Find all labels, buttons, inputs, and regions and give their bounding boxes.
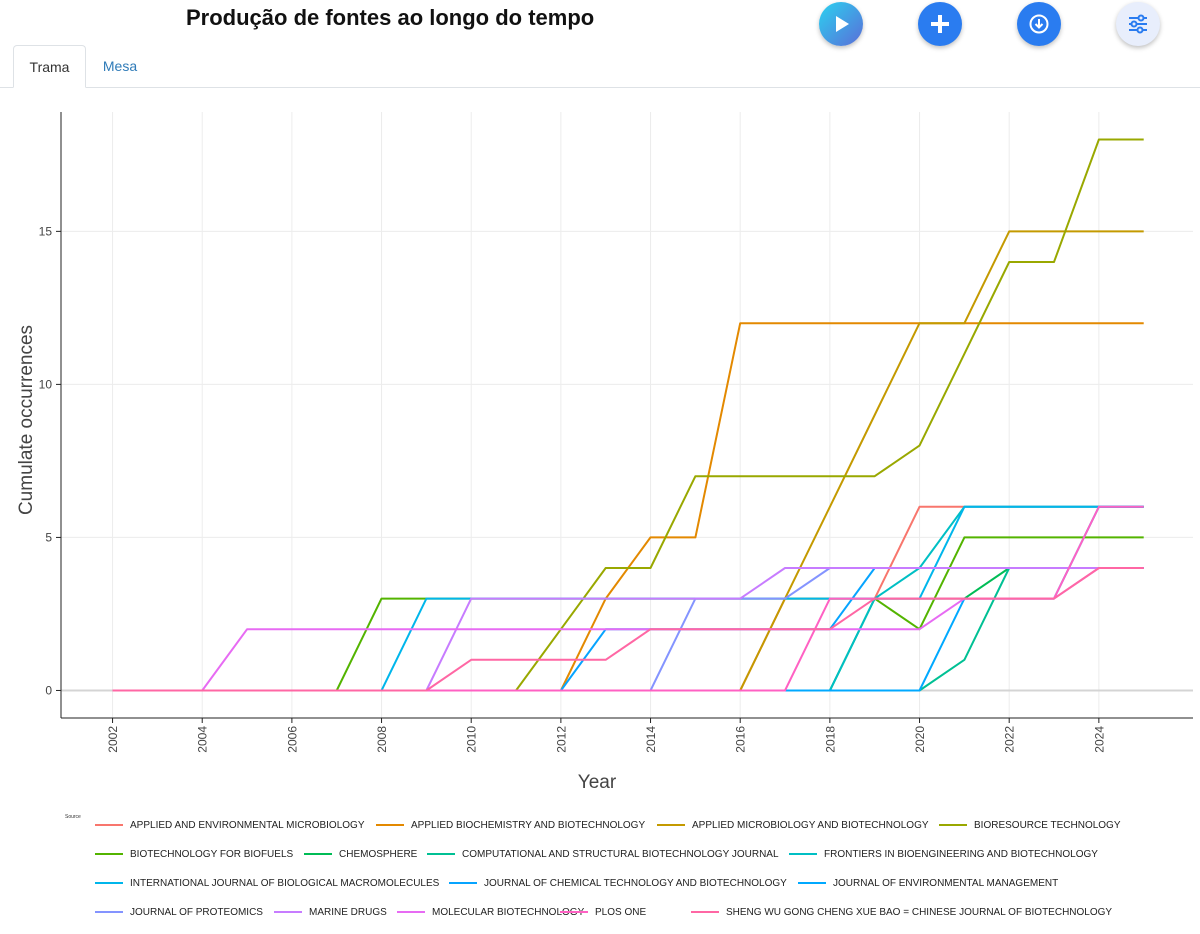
legend-item[interactable]: BIORESOURCE TECHNOLOGY [939,818,1121,832]
series-line-16 [112,567,1144,692]
legend-swatch [427,853,455,855]
legend-swatch [939,824,967,826]
line-chart: 2002 2004 2006 2008 2010 2012 2014 2016 2018 2020… [16,112,1193,793]
legend-label: JOURNAL OF ENVIRONMENTAL MANAGEMENT [833,877,1059,889]
legend-label: JOURNAL OF CHEMICAL TECHNOLOGY AND BIOTE… [484,877,787,889]
x-axis-title: Year [578,772,617,793]
y-tick-label: 10 [39,377,53,391]
legend: Source APPLIED AND ENVIRONMENTAL MICROBI… [0,810,1200,934]
x-tick-label: 2002 [106,726,120,753]
legend-swatch [789,853,817,855]
legend-item[interactable]: FRONTIERS IN BIOENGINEERING AND BIOTECHN… [789,847,1098,861]
tab-trama[interactable]: Trama [13,45,86,88]
legend-item[interactable]: APPLIED AND ENVIRONMENTAL MICROBIOLOGY [95,818,365,832]
legend-item[interactable]: CHEMOSPHERE [304,847,417,861]
legend-item[interactable]: JOURNAL OF CHEMICAL TECHNOLOGY AND BIOTE… [449,876,787,890]
legend-label: COMPUTATIONAL AND STRUCTURAL BIOTECHNOLO… [462,848,779,860]
legend-label: FRONTIERS IN BIOENGINEERING AND BIOTECHN… [824,848,1098,860]
legend-swatch [95,911,123,913]
settings-button[interactable] [1116,2,1160,46]
download-icon [1029,14,1049,34]
legend-item[interactable]: COMPUTATIONAL AND STRUCTURAL BIOTECHNOLO… [427,847,779,861]
y-tick-label: 5 [45,530,52,544]
legend-swatch [560,911,588,913]
plus-icon [931,15,949,33]
series-line-3 [112,230,1144,692]
legend-item[interactable]: APPLIED MICROBIOLOGY AND BIOTECHNOLOGY [657,818,929,832]
y-tick-label: 0 [45,683,52,697]
legend-swatch [397,911,425,913]
legend-item[interactable]: BIOTECHNOLOGY FOR BIOFUELS [95,847,293,861]
legend-label: CHEMOSPHERE [339,848,418,860]
legend-swatch [691,911,719,913]
x-tick-label: 2024 [1092,726,1106,753]
x-tick-label: 2008 [375,726,389,753]
legend-item[interactable]: JOURNAL OF ENVIRONMENTAL MANAGEMENT [798,876,1058,890]
legend-item[interactable]: INTERNATIONAL JOURNAL OF BIOLOGICAL MACR… [95,876,439,890]
legend-title: Source [65,814,81,820]
legend-item[interactable]: MARINE DRUGS [274,905,387,919]
x-tick-label: 2020 [913,726,927,753]
legend-item[interactable]: PLOS ONE [560,905,646,919]
tab-bar: Trama Mesa [0,45,1200,88]
legend-item[interactable]: SHENG WU GONG CHENG XUE BAO = CHINESE JO… [691,905,1112,919]
add-button[interactable] [918,2,962,46]
legend-swatch [274,911,302,913]
x-tick-label: 2012 [554,726,568,753]
legend-swatch [304,853,332,855]
y-axis-title: Cumulate occurrences [16,325,37,515]
x-tick-label: 2006 [285,726,299,753]
legend-label: APPLIED BIOCHEMISTRY AND BIOTECHNOLOGY [411,819,646,831]
play-button[interactable] [819,2,863,46]
x-tick-label: 2016 [734,726,748,753]
legend-item[interactable]: APPLIED BIOCHEMISTRY AND BIOTECHNOLOGY [376,818,645,832]
y-tick-label: 15 [39,224,53,238]
series-line-5 [112,536,1144,692]
legend-label: JOURNAL OF PROTEOMICS [130,906,263,918]
x-tick-label: 2018 [823,726,837,753]
legend-swatch [95,824,123,826]
legend-item[interactable]: MOLECULAR BIOTECHNOLOGY [397,905,584,919]
legend-swatch [798,882,826,884]
sliders-icon [1129,14,1147,34]
play-icon [836,16,849,32]
legend-swatch [449,882,477,884]
legend-swatch [95,882,123,884]
legend-swatch [95,853,123,855]
x-tick-label: 2010 [465,726,479,753]
download-button[interactable] [1017,2,1061,46]
legend-label: BIORESOURCE TECHNOLOGY [974,819,1121,831]
legend-label: APPLIED MICROBIOLOGY AND BIOTECHNOLOGY [692,819,929,831]
legend-label: APPLIED AND ENVIRONMENTAL MICROBIOLOGY [130,819,365,831]
legend-label: INTERNATIONAL JOURNAL OF BIOLOGICAL MACR… [130,877,440,889]
legend-label: MARINE DRUGS [309,906,387,918]
legend-label: PLOS ONE [595,906,647,918]
x-tick-label: 2022 [1003,726,1017,753]
legend-label: BIOTECHNOLOGY FOR BIOFUELS [130,848,294,860]
x-tick-label: 2004 [196,726,210,753]
legend-label: SHENG WU GONG CHENG XUE BAO = CHINESE JO… [726,906,1113,918]
series-line-14 [112,567,1144,692]
legend-label: MOLECULAR BIOTECHNOLOGY [432,906,585,918]
legend-swatch [657,824,685,826]
legend-item[interactable]: JOURNAL OF PROTEOMICS [95,905,263,919]
x-tick-label: 2014 [644,726,658,753]
page-title: Produção de fontes ao longo do tempo [186,5,595,30]
legend-swatch [376,824,404,826]
tab-mesa[interactable]: Mesa [102,58,138,74]
